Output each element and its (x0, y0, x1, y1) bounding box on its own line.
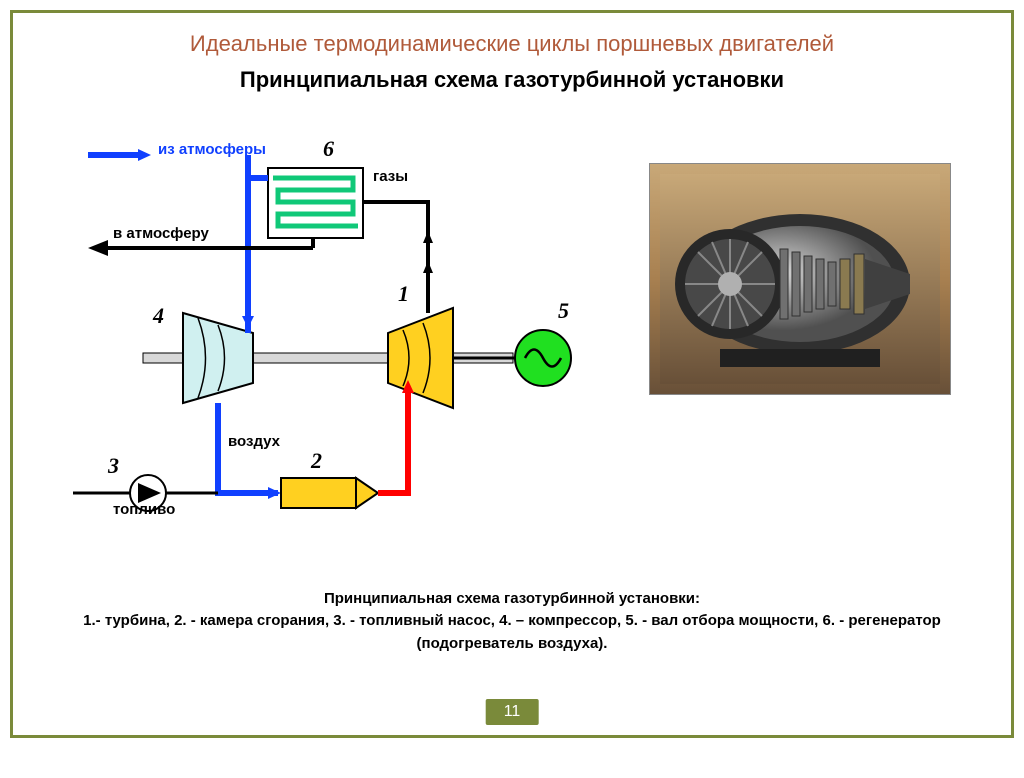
page-number: 11 (486, 699, 539, 725)
label-5: 5 (558, 298, 569, 324)
slide-subtitle: Принципиальная схема газотурбинной устан… (13, 67, 1011, 93)
caption-legend: 1.- турбина, 2. - камера сгорания, 3. - … (83, 612, 941, 652)
slide-title: Идеальные термодинамические циклы поршне… (13, 31, 1011, 57)
label-1: 1 (398, 281, 409, 307)
slide-frame: Идеальные термодинамические циклы поршне… (10, 10, 1014, 738)
caption-title: Принципиальная схема газотурбинной устан… (324, 590, 700, 607)
label-2: 2 (311, 448, 322, 474)
label-3: 3 (108, 453, 119, 479)
label-gases: газы (373, 168, 408, 185)
label-from-atmosphere: из атмосферы (158, 141, 266, 158)
label-to-atmosphere: в атмосферу (113, 225, 209, 242)
label-air: воздух (228, 433, 280, 450)
diagram-caption: Принципиальная схема газотурбинной устан… (13, 588, 1011, 656)
turbine-photo (649, 163, 951, 395)
schematic-diagram: 1 2 3 4 5 6 из атмосферы в атмосферу газ… (53, 133, 613, 553)
label-fuel: топливо (113, 501, 175, 518)
label-4: 4 (153, 303, 164, 329)
label-6: 6 (323, 136, 334, 162)
